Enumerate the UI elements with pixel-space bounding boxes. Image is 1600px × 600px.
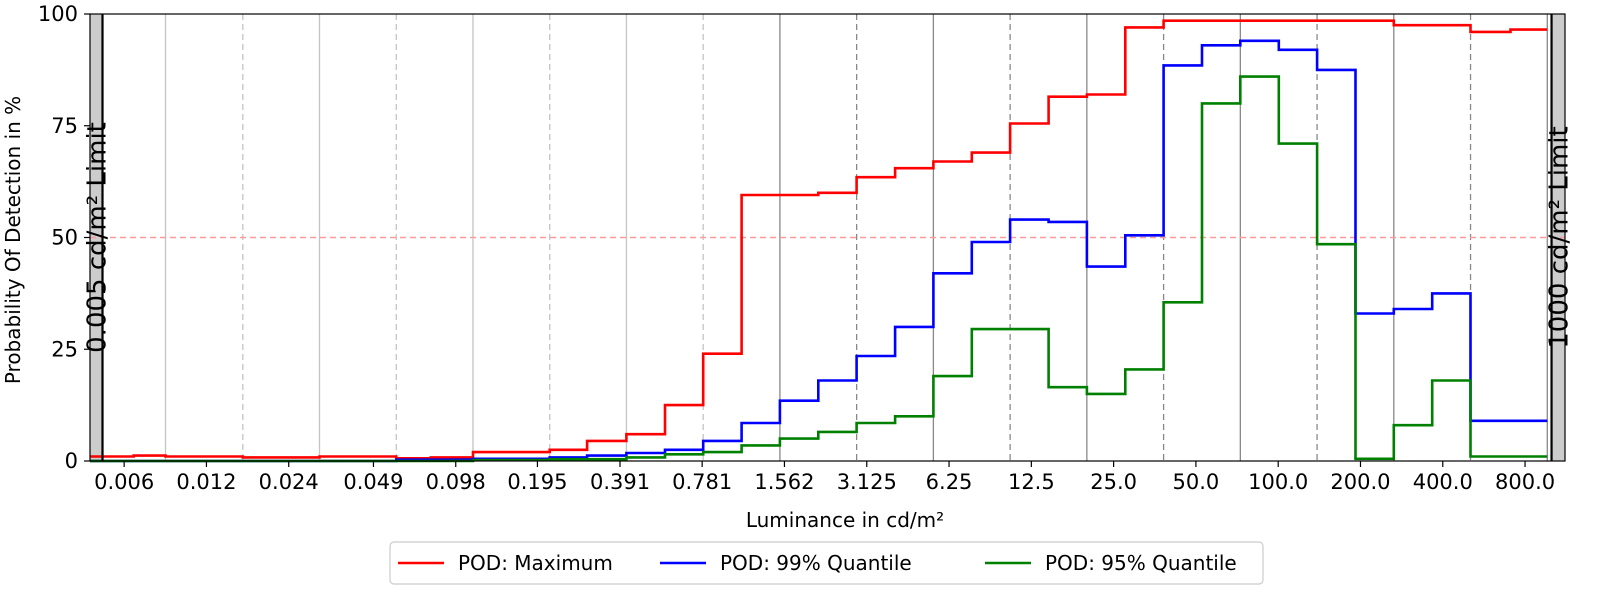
x-tick-label: 0.098 xyxy=(426,470,486,494)
x-tick-label: 6.25 xyxy=(926,470,973,494)
x-tick-label: 0.781 xyxy=(672,470,732,494)
series-group xyxy=(90,19,1548,463)
y-tick-label: 50 xyxy=(51,226,78,250)
y-axis-label: Probability Of Detection in % xyxy=(1,96,25,384)
x-tick-label: 400.0 xyxy=(1413,470,1473,494)
x-tick-label: 0.006 xyxy=(94,470,154,494)
x-tick-label: 0.024 xyxy=(259,470,319,494)
y-tick-label: 75 xyxy=(51,114,78,138)
x-tick-label: 0.012 xyxy=(176,470,236,494)
x-tick-label: 100.0 xyxy=(1248,470,1308,494)
y-tick-label: 100 xyxy=(38,2,78,26)
x-tick-label: 1.562 xyxy=(754,470,814,494)
legend-entry-label: POD: 95% Quantile xyxy=(1045,551,1237,575)
series-line-pod-maximum xyxy=(90,19,1548,460)
legend-entry-label: POD: 99% Quantile xyxy=(720,551,912,575)
series-line-pod-95-quantile xyxy=(90,75,1548,463)
y-axis-ticks: 0 25 50 75 100 xyxy=(38,2,90,473)
left-limit-shade xyxy=(90,14,103,461)
x-tick-label: 200.0 xyxy=(1330,470,1390,494)
x-tick-label: 25.0 xyxy=(1090,470,1137,494)
limit-lines xyxy=(101,14,1553,461)
x-tick-label: 0.049 xyxy=(343,470,403,494)
x-tick-label: 800.0 xyxy=(1495,470,1555,494)
right-limit-label: 1000 cd/m² Limit xyxy=(1544,126,1574,348)
series-line-pod-99-quantile xyxy=(90,39,1548,463)
legend-entry-label: POD: Maximum xyxy=(458,551,613,575)
left-limit-label: 0.005 cd/m² Limit xyxy=(82,122,112,353)
x-tick-label: 3.125 xyxy=(837,470,897,494)
x-axis-ticks: 0.006 0.012 0.024 0.049 0.098 0.195 0.391 0.781… xyxy=(94,461,1555,494)
legend-box xyxy=(389,541,1264,585)
x-tick-label: 50.0 xyxy=(1173,470,1220,494)
limit-shades xyxy=(90,14,1565,461)
x-tick-label: 0.391 xyxy=(590,470,650,494)
y-tick-label: 25 xyxy=(51,337,78,361)
right-limit-shade xyxy=(1551,14,1565,461)
x-tick-label: 12.5 xyxy=(1008,470,1055,494)
y-tick-label: 0 xyxy=(65,449,78,473)
x-axis-label: Luminance in cd/m² xyxy=(746,508,944,532)
legend: POD: Maximum POD: 99% Quantile POD: 95% Qu… xyxy=(389,541,1264,585)
x-tick-label: 0.195 xyxy=(507,470,567,494)
